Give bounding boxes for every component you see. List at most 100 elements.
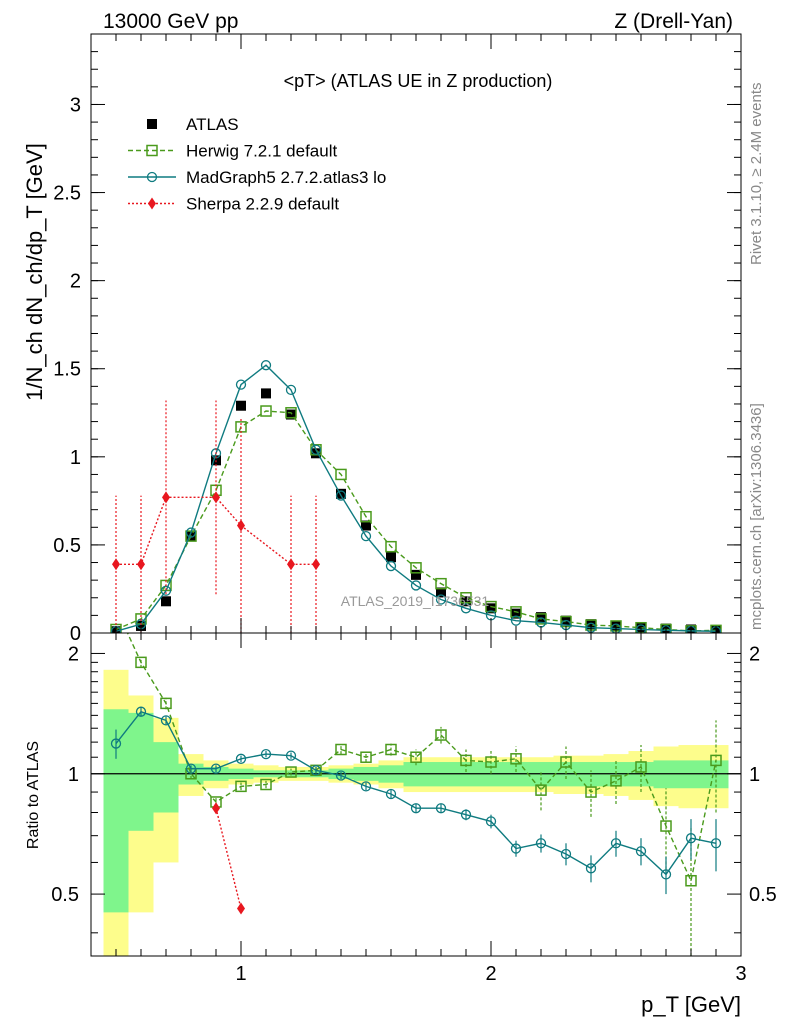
data-point <box>386 552 396 563</box>
data-point <box>260 360 272 371</box>
y-tick-label: 3 <box>70 94 81 116</box>
data-point <box>161 596 171 607</box>
data-point <box>486 603 496 614</box>
rivet-label: Rivet 3.1.10, ≥ 2.4M events <box>748 83 765 266</box>
ratio-band-inner <box>153 742 179 813</box>
ratio-point <box>260 778 272 791</box>
data-point <box>162 491 170 504</box>
data-point <box>310 444 322 455</box>
ratio-point <box>685 833 697 844</box>
data-point <box>112 558 120 571</box>
ratio-point <box>710 838 722 849</box>
data-point <box>461 596 471 607</box>
y-tick-label: 0 <box>70 623 81 645</box>
ratio-series-1 <box>126 633 722 956</box>
data-point <box>335 490 347 501</box>
x-tick-label: 3 <box>735 963 746 985</box>
data-point <box>260 405 272 417</box>
ratio-point <box>360 781 372 792</box>
ratio-point <box>685 874 697 887</box>
header-right: Z (Drell-Yan) <box>614 10 733 33</box>
ratio-point <box>235 780 247 793</box>
ratio-line <box>126 633 717 883</box>
ratio-point <box>335 743 347 756</box>
ratio-point <box>560 848 572 860</box>
ratio-point <box>535 838 547 849</box>
legend-item: Herwig 7.2.1 default <box>128 142 337 161</box>
data-point <box>435 594 447 605</box>
data-point <box>385 560 397 572</box>
data-point <box>361 520 371 531</box>
data-point <box>212 491 220 504</box>
ratio-point <box>260 748 272 760</box>
legend-marker <box>148 197 156 210</box>
legend-marker <box>146 144 158 157</box>
data-point <box>410 562 422 574</box>
data-point <box>510 606 522 618</box>
data-point <box>635 624 647 633</box>
ratio-point <box>510 753 522 765</box>
data-point <box>610 623 622 633</box>
ratio-plot-area <box>91 633 741 956</box>
data-point <box>436 587 446 598</box>
data-point <box>460 592 472 604</box>
watermark: ATLAS_2019_I1736531 <box>341 593 490 609</box>
data-point <box>185 527 197 538</box>
data-point <box>261 388 271 399</box>
chart-title: <pT> (ATLAS UE in Z production) <box>284 71 553 91</box>
data-point <box>385 540 397 553</box>
ratio-point <box>535 784 547 796</box>
ratio-point <box>435 729 447 741</box>
data-point <box>460 603 472 614</box>
ratio-point <box>660 820 672 832</box>
data-point <box>485 600 497 613</box>
ratio-point <box>212 802 220 815</box>
series-line <box>115 410 717 632</box>
legend-item: Sherpa 2.2.9 default <box>128 195 339 214</box>
ratio-point <box>160 715 172 726</box>
ratio-point <box>660 869 672 880</box>
y-tick-label: 2 <box>70 271 81 293</box>
x-tick-label: 2 <box>485 963 496 985</box>
data-point <box>235 379 247 390</box>
data-point <box>586 619 596 630</box>
data-point <box>510 615 522 626</box>
data-point <box>535 613 547 625</box>
series-line <box>116 496 316 565</box>
mcplots-label: mcplots.cern.ch [arXiv:1306.3436] <box>748 403 765 630</box>
ratio-point <box>310 765 322 776</box>
data-point <box>137 558 145 571</box>
legend-label: ATLAS <box>186 115 239 134</box>
ratio-point <box>410 751 422 763</box>
data-point <box>312 558 320 571</box>
ratio-point <box>135 706 147 717</box>
ratio-axis-label: Ratio to ATLAS <box>25 741 42 849</box>
data-point <box>536 612 546 623</box>
ratio-point <box>285 766 297 778</box>
legend-marker <box>146 171 158 183</box>
ratio-series-3 <box>212 802 245 915</box>
ratio-tick-label: 2 <box>68 643 79 665</box>
data-point <box>287 558 295 571</box>
ratio-point <box>285 750 297 761</box>
y-axis-label: 1/N_ch dN_ch/dp_T [GeV] <box>22 143 47 401</box>
ratio-series-2 <box>110 706 722 895</box>
ratio-point <box>335 770 347 781</box>
y-tick-label: 1 <box>70 447 81 469</box>
series-line <box>115 364 717 632</box>
legend-marker <box>147 119 157 129</box>
ratio-point <box>610 838 622 849</box>
data-point <box>360 510 372 523</box>
ratio-point <box>360 751 372 763</box>
data-point <box>435 577 447 590</box>
data-point <box>311 448 321 459</box>
ratio-point <box>210 763 222 774</box>
ratio-line <box>215 808 242 909</box>
ratio-point <box>460 754 472 767</box>
ratio-point <box>385 788 397 800</box>
data-point <box>660 625 672 633</box>
ratio-point <box>485 756 497 768</box>
y-tick-label: 1.5 <box>53 359 81 381</box>
data-point <box>411 569 421 580</box>
